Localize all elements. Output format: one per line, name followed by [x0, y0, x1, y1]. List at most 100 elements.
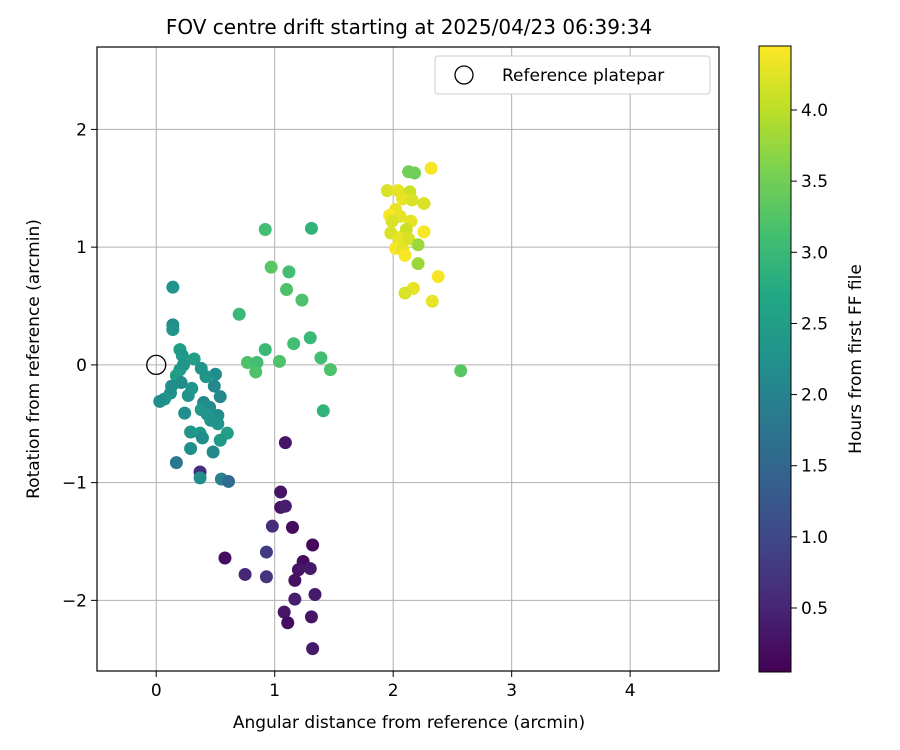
colorbar-ticks: 0.5 1.0 1.5 2.0 2.5 3.0 3.5 4.0 [791, 101, 828, 619]
scatter-point [213, 390, 227, 404]
x-tick-label: 3 [506, 681, 517, 701]
scatter-point [175, 348, 189, 362]
chart-title: FOV centre drift starting at 2025/04/23 … [166, 15, 652, 39]
scatter-point [274, 485, 288, 499]
scatter-point [195, 431, 209, 445]
scatter-point [258, 343, 272, 357]
legend-entry-reference-platepar: Reference platepar [502, 66, 664, 86]
scatter-point [308, 587, 322, 601]
scatter-point [295, 293, 309, 307]
scatter-point [306, 538, 320, 552]
colorbar [758, 45, 792, 673]
colorbar-tick-label: 0.5 [801, 599, 828, 619]
y-axis-label: Rotation from reference (arcmin) [24, 219, 44, 499]
scatter-point [259, 570, 273, 584]
scatter-point [287, 337, 301, 351]
scatter-point [304, 221, 318, 235]
scatter-point [398, 248, 412, 262]
scatter-point [425, 294, 439, 308]
x-tick-label: 4 [625, 681, 636, 701]
scatter-point [232, 307, 246, 321]
scatter-point [306, 642, 320, 656]
scatter-point [240, 356, 254, 370]
scatter-point [288, 573, 302, 587]
scatter-point [285, 520, 299, 534]
reference-platepar-marker [146, 354, 167, 376]
y-axis: −2 −1 0 1 2 [62, 120, 97, 611]
legend-reference-marker [454, 65, 474, 85]
y-tick-label: 1 [76, 238, 87, 258]
scatter-point [454, 364, 468, 378]
scatter-point [278, 499, 292, 513]
colorbar-tick-label: 3.5 [801, 172, 828, 192]
scatter-point [288, 592, 302, 606]
scatter-point [402, 232, 416, 246]
scatter-point [238, 567, 252, 581]
legend-box [434, 55, 711, 95]
scatter-point [281, 616, 295, 630]
x-tick-label: 2 [388, 681, 399, 701]
scatter-point [218, 551, 232, 565]
legend: Reference platepar [434, 55, 711, 95]
scatter-point [323, 363, 337, 377]
scatter-point [278, 436, 292, 450]
scatter-point [277, 605, 291, 619]
y-tick-label: 2 [76, 120, 87, 140]
scatter-point [207, 379, 221, 393]
scatter-point [272, 354, 286, 368]
scatter-point [405, 193, 419, 207]
scatter-point [213, 433, 227, 447]
scatter-point [398, 286, 412, 300]
y-tick-label: 0 [76, 356, 87, 376]
colorbar-tick-label: 1.0 [801, 528, 828, 548]
scatter-point [265, 519, 279, 533]
scatter-point [153, 394, 167, 408]
y-tick-label: −2 [62, 591, 87, 611]
scatter-point [193, 471, 207, 485]
scatter-point [303, 331, 317, 345]
scatter-point [211, 417, 225, 431]
colorbar-tick-label: 1.5 [801, 457, 828, 477]
scatter-point [291, 563, 305, 577]
scatter-point [304, 610, 318, 624]
colorbar-tick-label: 4.0 [801, 101, 828, 121]
scatter-point [431, 270, 445, 284]
scatter-point [408, 166, 422, 180]
scatter-point [166, 280, 180, 294]
scatter-point [249, 365, 263, 379]
colorbar-tick-label: 2.0 [801, 386, 828, 406]
x-tick-label: 0 [151, 681, 162, 701]
scatter-point [264, 260, 278, 274]
x-axis-label: Angular distance from reference (arcmin) [233, 713, 585, 733]
colorbar-tick-label: 2.5 [801, 314, 828, 334]
scatter-point [258, 222, 272, 236]
scatter-point [184, 425, 198, 439]
scatter-point [396, 192, 410, 206]
scatter-point [184, 441, 198, 455]
x-axis: 0 1 2 3 4 [151, 671, 636, 701]
scatter-point [181, 388, 195, 402]
scatter-point [206, 445, 220, 459]
scatter-point [424, 161, 438, 175]
plot-area-frame [96, 46, 720, 672]
scatter-point [392, 231, 406, 245]
scatter-point [385, 214, 399, 228]
scatter-point [417, 225, 431, 239]
scatter-point [222, 474, 236, 488]
scatter-point [417, 197, 431, 211]
scatter-point [303, 562, 317, 576]
scatter-point [411, 238, 425, 252]
scatter-point [282, 265, 296, 279]
scatter-point [411, 257, 425, 271]
scatter-point [380, 184, 394, 198]
scatter-point [316, 404, 330, 418]
scatter-point [250, 356, 264, 370]
scatter-point [259, 545, 273, 559]
colorbar-label: Hours from first FF file [846, 264, 866, 454]
scatter-point [169, 456, 183, 470]
scatter-point [166, 323, 180, 337]
scatter-point [187, 352, 201, 366]
scatter-point [199, 370, 213, 384]
y-tick-label: −1 [62, 474, 87, 494]
